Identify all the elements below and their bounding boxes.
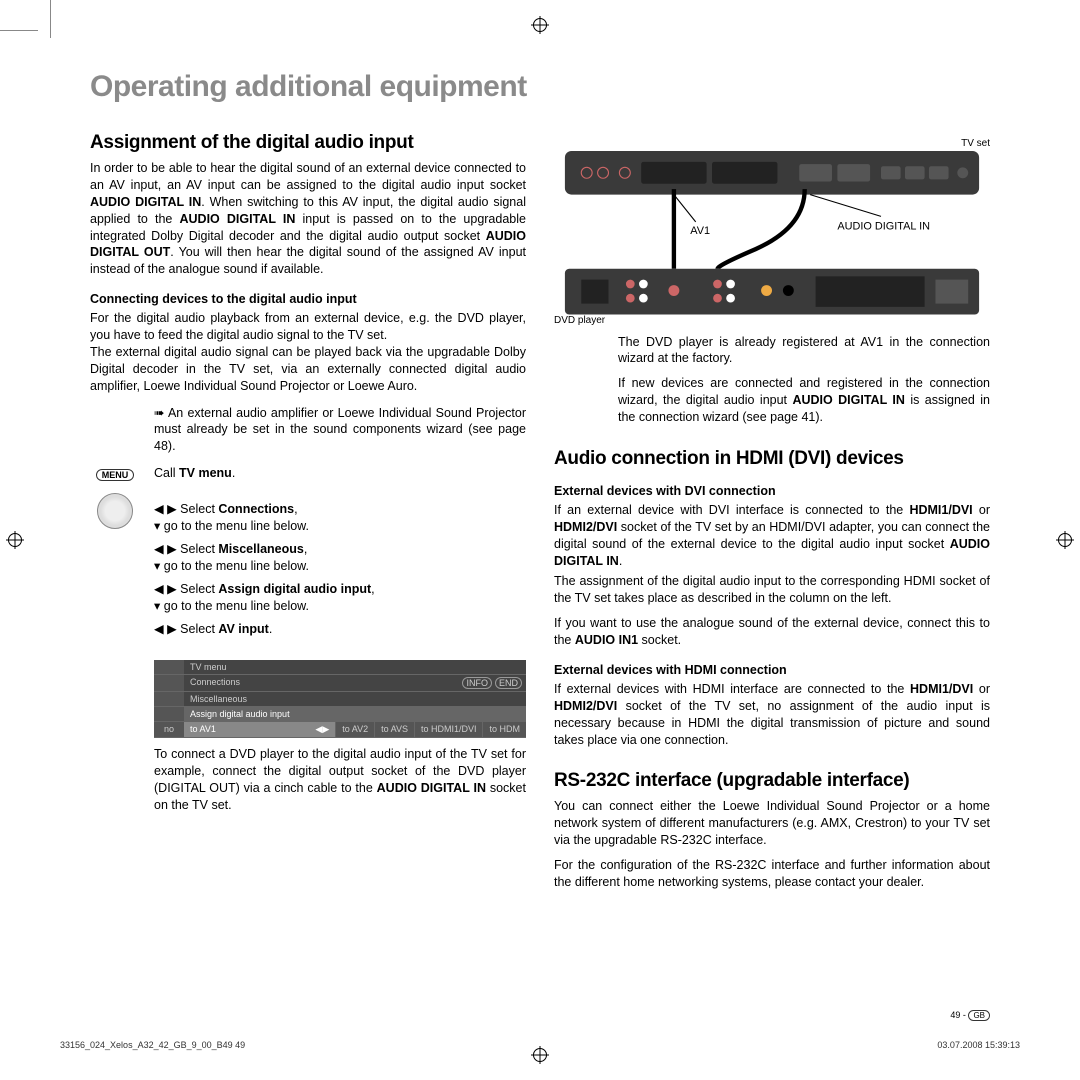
paragraph: For the configuration of the RS-232C int…: [554, 857, 990, 891]
paragraph: In order to be able to hear the digital …: [90, 160, 526, 278]
nav-steps: ◀ ▶ Select Connections, ▾ go to the menu…: [90, 493, 526, 638]
footer: 33156_024_Xelos_A32_42_GB_9_00_B49 49 03…: [60, 1040, 1020, 1050]
paragraph: If an external device with DVI interface…: [554, 502, 990, 570]
menu-step: MENU Call TV menu.: [90, 465, 526, 483]
paragraph: If external devices with HDMI interface …: [554, 681, 990, 749]
sub-heading: External devices with HDMI connection: [554, 663, 990, 677]
svg-text:AV1: AV1: [690, 225, 710, 237]
columns: Assignment of the digital audio input In…: [90, 132, 990, 891]
page-number: 49 - GB: [950, 1010, 990, 1020]
nav-icon: [90, 493, 140, 529]
paragraph: The external digital audio signal can be…: [90, 344, 526, 395]
footer-left: 33156_024_Xelos_A32_42_GB_9_00_B49 49: [60, 1040, 245, 1050]
connection-diagram: TV set AV1: [554, 138, 990, 326]
paragraph: The assignment of the digital audio inpu…: [554, 573, 990, 607]
paragraph: For the digital audio playback from an e…: [90, 310, 526, 344]
footer-date: 03.07.2008 15:39:13: [937, 1040, 1020, 1050]
page-content: Operating additional equipment Assignmen…: [60, 30, 1020, 891]
sub-heading: External devices with DVI connection: [554, 484, 990, 498]
paragraph: To connect a DVD player to the digital a…: [154, 746, 526, 814]
menu-icon: MENU: [90, 465, 140, 483]
osd-block: TV menu ConnectionsINFOEND Miscellaneous…: [90, 648, 526, 814]
osd-screenshot: TV menu ConnectionsINFOEND Miscellaneous…: [154, 660, 526, 738]
paragraph: If new devices are connected and registe…: [618, 375, 990, 426]
note-block: ➠ An external audio amplifier or Loewe I…: [90, 405, 526, 456]
paragraph: You can connect either the Loewe Individ…: [554, 798, 990, 849]
page-title: Operating additional equipment: [90, 70, 990, 104]
section-heading: Assignment of the digital audio input: [90, 132, 526, 154]
section-heading: Audio connection in HDMI (DVI) devices: [554, 448, 990, 470]
section-heading: RS-232C interface (upgradable interface): [554, 770, 990, 792]
left-column: Assignment of the digital audio input In…: [90, 132, 526, 891]
svg-text:AUDIO DIGITAL IN: AUDIO DIGITAL IN: [837, 220, 930, 232]
paragraph: The DVD player is already registered at …: [618, 334, 990, 368]
right-column: TV set AV1: [554, 132, 990, 891]
paragraph: If you want to use the analogue sound of…: [554, 615, 990, 649]
sub-heading: Connecting devices to the digital audio …: [90, 292, 526, 306]
